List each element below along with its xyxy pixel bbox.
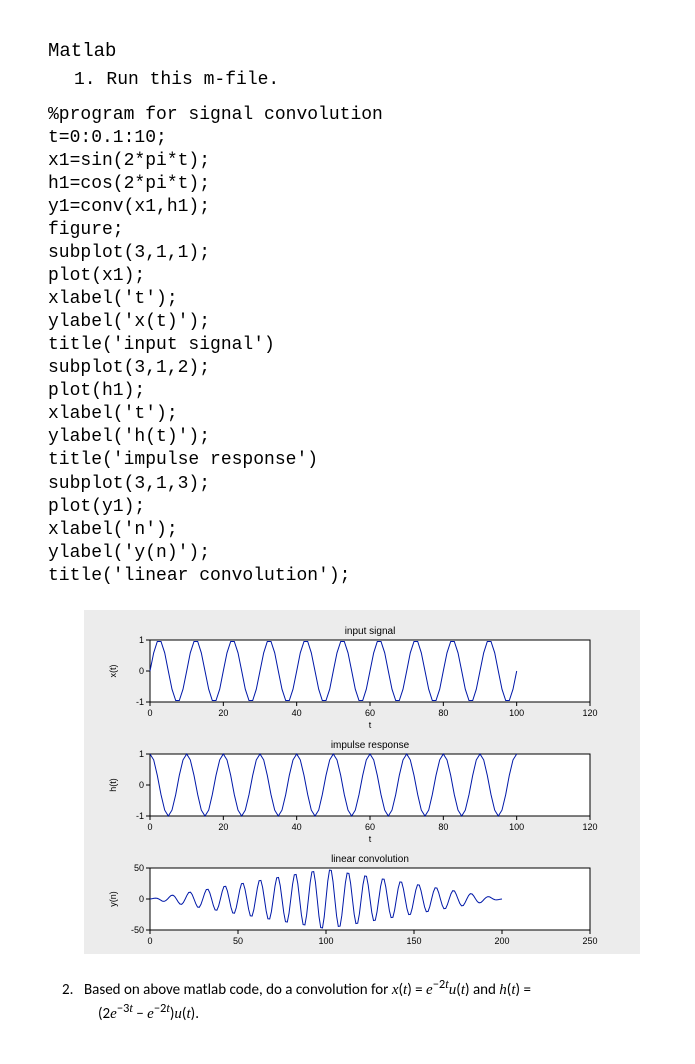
svg-text:y(n): y(n) xyxy=(108,891,118,907)
math-h: h xyxy=(499,982,507,998)
figure-output: input signal020406080100120-101tx(t)impu… xyxy=(84,610,640,954)
svg-text:1: 1 xyxy=(139,635,144,645)
q2-text: Based on above matlab code, do a convolu… xyxy=(84,981,531,999)
svg-text:0: 0 xyxy=(147,822,152,832)
svg-text:120: 120 xyxy=(582,822,597,832)
svg-text:-1: -1 xyxy=(136,811,144,821)
question-2: 2.Based on above matlab code, do a convo… xyxy=(62,976,647,1025)
matlab-figure-svg: input signal020406080100120-101tx(t)impu… xyxy=(92,616,632,946)
svg-text:input signal: input signal xyxy=(345,626,396,637)
svg-text:60: 60 xyxy=(365,708,375,718)
q2-part-a: Based on above matlab code, do a convolu… xyxy=(84,981,392,999)
svg-text:0: 0 xyxy=(147,936,152,946)
q2-number: 2. xyxy=(62,980,84,1000)
svg-text:linear convolution: linear convolution xyxy=(331,854,409,865)
svg-text:t: t xyxy=(369,834,372,844)
svg-text:40: 40 xyxy=(292,822,302,832)
svg-text:h(t): h(t) xyxy=(108,778,118,792)
svg-text:x(t): x(t) xyxy=(108,664,118,677)
svg-text:0: 0 xyxy=(147,708,152,718)
q2-part-b: and xyxy=(470,981,500,999)
svg-text:50: 50 xyxy=(134,863,144,873)
heading-matlab: Matlab xyxy=(48,40,647,62)
svg-text:250: 250 xyxy=(582,936,597,946)
svg-text:20: 20 xyxy=(218,822,228,832)
svg-text:impulse response: impulse response xyxy=(331,740,410,751)
svg-text:80: 80 xyxy=(438,822,448,832)
svg-text:-1: -1 xyxy=(136,697,144,707)
svg-text:100: 100 xyxy=(509,822,524,832)
svg-text:100: 100 xyxy=(509,708,524,718)
svg-text:100: 100 xyxy=(318,936,333,946)
svg-text:0: 0 xyxy=(139,894,144,904)
svg-text:200: 200 xyxy=(494,936,509,946)
svg-text:1: 1 xyxy=(139,749,144,759)
svg-text:80: 80 xyxy=(438,708,448,718)
svg-text:60: 60 xyxy=(365,822,375,832)
svg-text:150: 150 xyxy=(406,936,421,946)
svg-text:120: 120 xyxy=(582,708,597,718)
q2-suffix: . xyxy=(195,1005,199,1023)
svg-text:-50: -50 xyxy=(131,925,144,935)
step-1: 1. Run this m-file. xyxy=(74,70,647,90)
math-x: x xyxy=(392,982,399,998)
code-block: %program for signal convolution t=0:0.1:… xyxy=(48,104,647,588)
svg-text:0: 0 xyxy=(139,780,144,790)
q2-line2: (2e−3t − e−2t)u(t). xyxy=(98,1000,647,1024)
svg-text:t: t xyxy=(369,720,372,730)
svg-text:0: 0 xyxy=(139,666,144,676)
svg-text:20: 20 xyxy=(218,708,228,718)
svg-text:50: 50 xyxy=(233,936,243,946)
svg-text:40: 40 xyxy=(292,708,302,718)
